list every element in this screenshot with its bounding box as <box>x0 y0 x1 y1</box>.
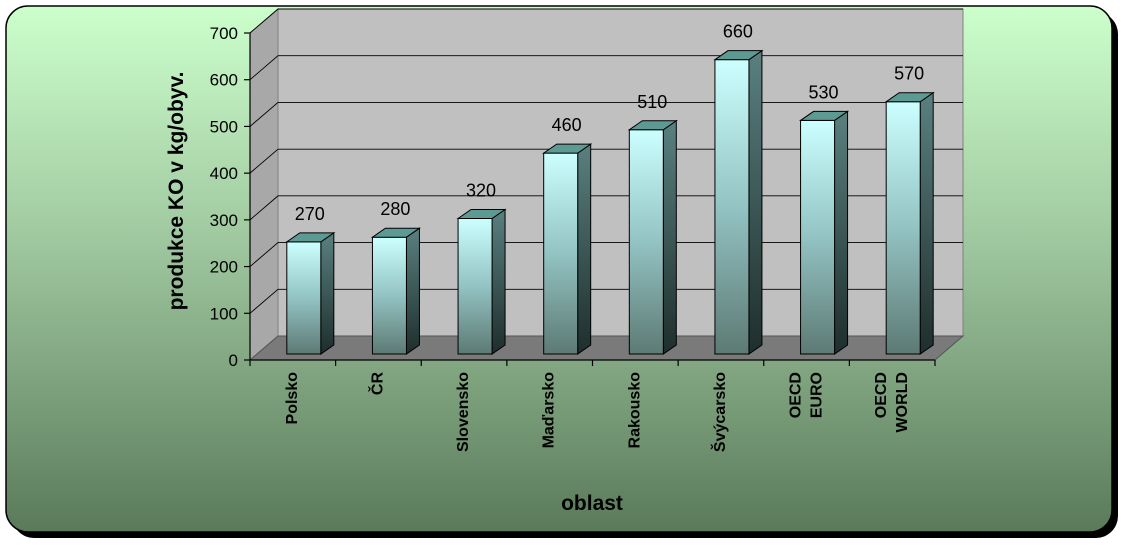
y-tick-label: 600 <box>210 71 238 90</box>
gridline <box>249 8 963 34</box>
bar <box>798 110 850 355</box>
y-tick-label: 400 <box>210 164 238 183</box>
bar <box>370 227 422 355</box>
y-tick-label: 700 <box>210 24 238 43</box>
x-tick-label: OECD EURO <box>788 372 826 418</box>
bar-top <box>884 92 935 103</box>
bar-top <box>370 227 422 238</box>
bar-front <box>885 101 921 355</box>
data-label: 530 <box>809 82 839 102</box>
bar-top <box>627 120 678 131</box>
plot-walls <box>248 7 965 362</box>
x-axis-title: oblast <box>561 492 623 515</box>
bar-side <box>919 91 934 355</box>
y-tick-label: 300 <box>210 211 238 230</box>
data-labels: 270 280 320 460 510 660 530 570 <box>295 22 924 224</box>
data-label: 270 <box>295 204 325 224</box>
data-label: 280 <box>380 199 410 219</box>
bar-front <box>628 129 664 355</box>
bar-side <box>491 208 506 355</box>
bar-side <box>577 143 592 355</box>
y-tick-label: 100 <box>210 304 238 323</box>
side-wall <box>249 7 279 362</box>
x-tick-label: Rakousko <box>626 372 643 449</box>
bar-side <box>320 231 335 355</box>
y-tick-label: 200 <box>210 258 238 277</box>
bar <box>713 49 764 355</box>
bar <box>285 231 336 355</box>
bar-front <box>457 218 493 355</box>
bar-side <box>662 119 677 355</box>
x-tick-label: OECD WORLD <box>873 372 911 432</box>
bar-top <box>798 110 850 121</box>
bar-top <box>542 143 593 154</box>
bar-front <box>371 236 407 355</box>
x-tick-label: ČR <box>367 372 386 396</box>
data-label: 460 <box>552 115 582 135</box>
y-tick-label: 500 <box>210 117 238 136</box>
x-tick-label: Polsko <box>284 372 301 425</box>
bar-side <box>834 110 849 355</box>
data-label: 660 <box>723 22 753 42</box>
data-label: 510 <box>637 92 667 112</box>
x-tick-label: Slovensko <box>455 372 472 452</box>
bar-top <box>285 232 336 243</box>
bar-front <box>286 241 322 355</box>
y-axis-title: produkce KO v kg/obyv. <box>165 72 188 311</box>
bar-top <box>713 50 764 61</box>
y-tick-label: 0 <box>229 351 238 370</box>
bars <box>285 49 935 355</box>
bar-side <box>405 227 420 355</box>
bar <box>627 119 678 355</box>
bar-top <box>456 209 507 220</box>
data-label: 570 <box>894 64 924 84</box>
x-tick-label: Maďarsko <box>541 372 558 449</box>
x-tick-labels: Polsko ČR Slovensko Maďarsko Rakousko Švýcars… <box>284 372 911 453</box>
floor <box>248 335 965 361</box>
y-tick-labels: 0 100 200 300 400 500 600 700 <box>210 24 238 370</box>
bar-front <box>714 59 750 355</box>
bar-front <box>543 152 579 355</box>
bar <box>456 208 507 355</box>
axes <box>244 32 936 366</box>
bar-side <box>748 49 763 355</box>
data-label: 320 <box>466 181 496 201</box>
x-tick-label: Švýcarsko <box>710 372 729 452</box>
bar-front <box>800 119 836 355</box>
bar <box>542 143 593 355</box>
bar <box>884 91 935 355</box>
